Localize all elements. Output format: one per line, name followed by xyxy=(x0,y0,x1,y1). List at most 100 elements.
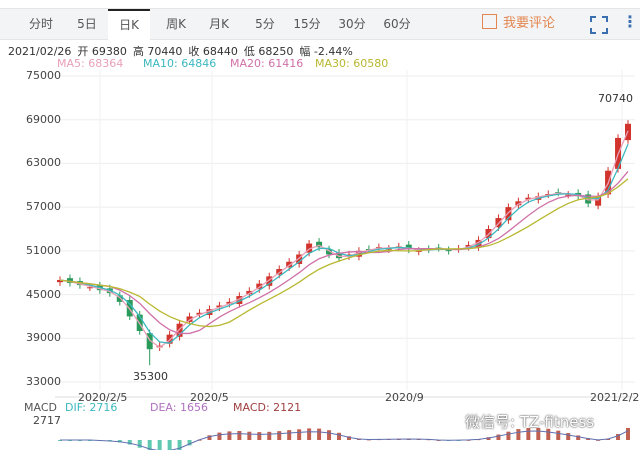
candle-body xyxy=(525,197,532,200)
candle-body xyxy=(276,269,283,275)
candle-body xyxy=(236,296,243,305)
macd-bar xyxy=(287,430,292,440)
candle-body xyxy=(186,316,193,322)
candle-body xyxy=(266,276,273,286)
more-vertical-icon[interactable]: ⋮ xyxy=(622,12,638,31)
ma-line-3 xyxy=(59,178,629,328)
macd-bar xyxy=(127,440,132,445)
macd-axis-top: 2717 xyxy=(33,414,61,427)
macd-title: MACD xyxy=(24,401,57,414)
tab-8[interactable]: 60分 xyxy=(383,17,411,31)
macd-bar xyxy=(167,440,172,450)
candle-body xyxy=(505,207,512,221)
macd-bar xyxy=(297,429,302,440)
candle-body xyxy=(296,254,303,264)
candle-body xyxy=(216,305,223,308)
macd-bar xyxy=(536,428,541,440)
candle-body xyxy=(316,241,323,248)
candle-body xyxy=(196,312,203,315)
candle-body xyxy=(286,261,293,268)
candle-body xyxy=(336,252,343,259)
macd-bar xyxy=(506,431,511,440)
candle-body xyxy=(66,278,73,283)
macd-bar xyxy=(307,428,312,440)
tab-3[interactable]: 周K xyxy=(166,17,186,31)
close: 收 68440 xyxy=(188,45,238,58)
tab-7[interactable]: 30分 xyxy=(338,17,366,31)
y-tick-label: 63000 xyxy=(26,156,61,170)
x-tick-label: 2020/5 xyxy=(190,391,229,404)
macd-bar xyxy=(546,428,551,440)
high: 高 70440 xyxy=(132,45,183,58)
macd-bar xyxy=(566,433,571,440)
change: 幅 -2.44% xyxy=(299,45,353,58)
candle-body xyxy=(465,245,472,247)
tab-6[interactable]: 15分 xyxy=(293,17,321,31)
macd-dif: DIF: 2716 xyxy=(65,401,118,414)
candle-body xyxy=(116,295,123,302)
edit-icon xyxy=(482,14,497,29)
macd-bar xyxy=(626,428,630,440)
macd-bar xyxy=(117,440,122,443)
candle-body xyxy=(475,239,482,248)
candle-body xyxy=(385,248,392,250)
candle-body xyxy=(86,287,93,289)
candle-body xyxy=(355,250,362,257)
macd-bar xyxy=(207,435,212,440)
fullscreen-icon[interactable] xyxy=(590,16,608,34)
x-tick-label: 2020/2/5 xyxy=(78,391,128,404)
tab-1[interactable]: 5日 xyxy=(77,17,97,31)
ma10-label: MA10: 64846 xyxy=(143,57,217,70)
candle-body xyxy=(57,280,63,283)
macd-bar xyxy=(247,431,252,440)
candle-body xyxy=(415,250,422,252)
candle-body xyxy=(226,301,233,304)
macd-bar xyxy=(147,440,152,450)
macd-bar xyxy=(177,440,182,450)
ohlc-info: 2021/02/26 开 69380 高 70440 收 68440 低 68250 幅 … xyxy=(8,43,359,59)
tab-0[interactable]: 分时 xyxy=(28,17,53,31)
macd-bar xyxy=(526,428,531,440)
tab-5[interactable]: 5分 xyxy=(255,17,275,31)
macd-value: MACD: 2121 xyxy=(233,401,302,414)
macd-bar xyxy=(346,436,351,440)
macd-bar xyxy=(257,432,262,440)
macd-bar xyxy=(217,432,222,440)
tab-4[interactable]: 月K xyxy=(209,17,229,31)
macd-bar xyxy=(277,431,282,440)
macd-dea: DEA: 1656 xyxy=(150,401,208,414)
x-tick-label: 2020/9 xyxy=(385,391,424,404)
low: 低 68250 xyxy=(243,45,294,58)
candle-body xyxy=(146,333,153,350)
candle-body xyxy=(445,250,452,252)
candle-body xyxy=(515,201,522,206)
candle-body xyxy=(595,196,602,206)
min-annotation: 35300 xyxy=(133,370,168,383)
macd-bar xyxy=(137,440,142,448)
macd-bar xyxy=(227,431,232,440)
candle-body xyxy=(585,194,592,204)
candle-body xyxy=(206,309,213,315)
tab-2[interactable]: 日K xyxy=(108,9,150,40)
ma-line-2 xyxy=(59,170,629,335)
candle-body xyxy=(156,345,163,348)
y-tick-label: 33000 xyxy=(26,375,61,388)
macd-bar xyxy=(576,435,581,440)
ma-line-0 xyxy=(59,130,629,349)
open: 开 69380 xyxy=(77,45,127,58)
y-tick-label: 75000 xyxy=(26,69,61,82)
candle-body xyxy=(405,244,412,250)
candle-body xyxy=(256,283,263,290)
y-tick-label: 51000 xyxy=(26,243,61,257)
macd-bar xyxy=(516,429,521,440)
macd-bar xyxy=(337,432,342,440)
macd-bar xyxy=(317,428,322,440)
macd-bar xyxy=(327,430,332,440)
macd-bar xyxy=(237,431,242,440)
ma-line-1 xyxy=(59,143,629,344)
candle-body xyxy=(326,249,333,255)
comment-button[interactable]: 我要评论 xyxy=(482,9,555,39)
date: 2021/02/26 xyxy=(8,45,72,58)
y-tick-label: 45000 xyxy=(26,287,61,301)
candle-body xyxy=(246,290,253,295)
